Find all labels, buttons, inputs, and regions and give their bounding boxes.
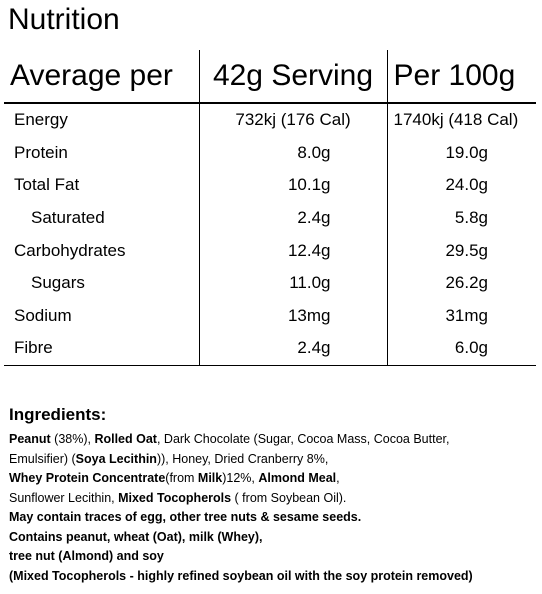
row-label: Saturated — [31, 208, 105, 228]
per100-value: 6.0g — [386, 332, 536, 366]
serving-value: 2.4g — [198, 201, 387, 235]
row-label: Protein — [14, 142, 68, 162]
row-label: Carbohydrates — [14, 240, 126, 260]
serving-value: 10.1g — [198, 169, 387, 202]
header-average-per: Average per — [4, 50, 199, 104]
per100-value: 31mg — [386, 299, 536, 333]
ingredient-text: Sunflower Lecithin, — [9, 490, 119, 505]
row-label: Sugars — [31, 273, 85, 293]
allergen-contains-text: Contains peanut, wheat (Oat), milk (Whey… — [9, 529, 263, 544]
table-row: Total Fat 10.1g 24.0g — [4, 169, 536, 202]
serving-value: 732kj (176 Cal) — [198, 103, 387, 137]
ingredients-line: Peanut (38%), Rolled Oat, Dark Chocolate… — [9, 430, 539, 450]
table-row: Carbohydrates 12.4g 29.5g — [4, 234, 536, 267]
ingredient-bold: Peanut — [9, 432, 51, 446]
header-per-100g: Per 100g — [386, 50, 536, 104]
ingredients-line: Emulsifier) (Soya Lecithin)), Honey, Dri… — [9, 450, 539, 470]
ingredient-text: )), Honey, Dried Cranberry 8%, — [156, 451, 329, 466]
allergen-contains: Contains peanut, wheat (Oat), milk (Whey… — [9, 528, 539, 548]
ingredient-text: (38%), — [50, 432, 95, 446]
row-label: Energy — [14, 110, 68, 130]
ingredient-text: ( from Soybean Oil). — [231, 490, 347, 505]
nutrition-title: Nutrition — [8, 3, 120, 36]
allergen-traces: May contain traces of egg, other tree nu… — [9, 510, 362, 524]
ingredient-bold: Milk — [197, 471, 223, 485]
row-label: Total Fat — [14, 175, 80, 195]
ingredient-bold: Rolled Oat — [94, 432, 157, 446]
row-label: Sodium — [14, 305, 72, 325]
header-serving: 42g Serving — [198, 50, 387, 104]
per100-value: 19.0g — [386, 136, 536, 170]
ingredient-bold: Almond Meal — [258, 471, 337, 485]
table-row: Protein 8.0g 19.0g — [4, 136, 536, 170]
per100-value: 1740kj (418 Cal) — [386, 103, 536, 137]
table-row: Energy 732kj (176 Cal) 1740kj (418 Cal) — [4, 103, 536, 137]
ingredient-text: , — [336, 471, 340, 485]
ingredients-line: Sunflower Lecithin, Mixed Tocopherols ( … — [9, 489, 539, 509]
ingredient-text: )12%, — [222, 471, 259, 485]
ingredient-text: , Dark Chocolate (Sugar, Cocoa Mass, Coc… — [156, 432, 450, 446]
table-row: Saturated 2.4g 5.8g — [4, 201, 536, 235]
ingredient-bold: Mixed Tocopherols — [118, 490, 232, 505]
serving-value: 13mg — [198, 299, 387, 333]
ingredients-section: Ingredients: Peanut (38%), Rolled Oat, D… — [9, 404, 539, 586]
ingredient-text: (from — [165, 471, 198, 485]
ingredients-title: Ingredients: — [9, 405, 107, 424]
allergen-warning: May contain traces of egg, other tree nu… — [9, 508, 539, 528]
allergen-contains-cont: tree nut (Almond) and soy — [9, 547, 539, 567]
allergen-note-text: (Mixed Tocopherols - highly refined soyb… — [9, 568, 473, 583]
table-row: Fibre 2.4g 6.0g — [4, 332, 536, 366]
table-header-row: Average per 42g Serving Per 100g — [4, 50, 536, 104]
ingredients-line: Whey Protein Concentrate(from Milk)12%, … — [9, 469, 539, 489]
allergen-note: (Mixed Tocopherols - highly refined soyb… — [9, 567, 539, 587]
ingredient-bold: Soya Lecithin — [75, 451, 157, 466]
serving-value: 12.4g — [198, 234, 387, 267]
serving-value: 8.0g — [198, 136, 387, 170]
serving-value: 2.4g — [198, 332, 387, 366]
per100-value: 29.5g — [386, 234, 536, 267]
ingredient-bold: Whey Protein Concentrate — [9, 471, 166, 485]
ingredient-text: Emulsifier) ( — [9, 451, 76, 466]
per100-value: 5.8g — [386, 201, 536, 235]
allergen-contains-text-2: tree nut (Almond) and soy — [9, 549, 164, 563]
table-row: Sodium 13mg 31mg — [4, 299, 536, 333]
per100-value: 24.0g — [386, 169, 536, 202]
row-label: Fibre — [4, 332, 199, 366]
serving-value: 11.0g — [198, 266, 387, 300]
table-row: Sugars 11.0g 26.2g — [4, 266, 536, 300]
per100-value: 26.2g — [386, 266, 536, 300]
nutrition-table: Average per 42g Serving Per 100g Energy … — [4, 50, 536, 366]
